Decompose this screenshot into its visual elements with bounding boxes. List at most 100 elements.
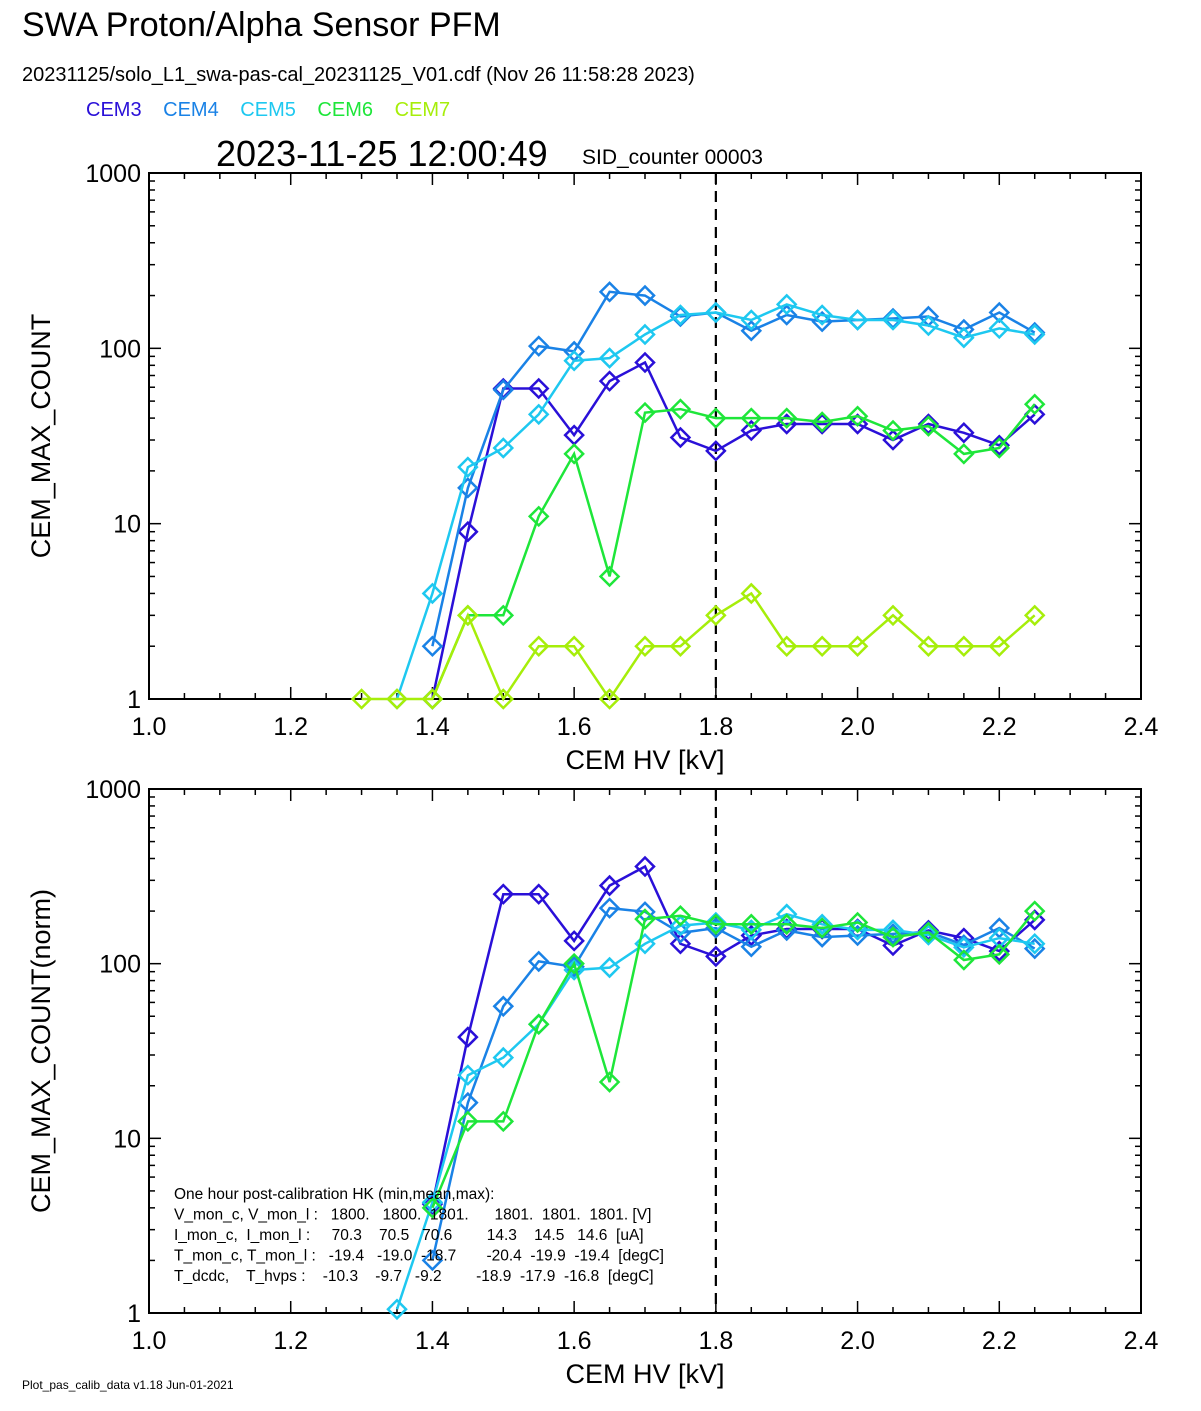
data-point-cem5: [1023, 323, 1046, 346]
data-point-cem3: [740, 419, 763, 442]
data-point-cem3: [492, 883, 515, 905]
data-point-cem6: [563, 952, 585, 975]
data-point-cem7: [882, 604, 904, 627]
sid-counter: SID_counter 00003: [582, 146, 763, 169]
data-point-cem5: [492, 437, 515, 459]
data-point-cem5: [421, 1191, 444, 1214]
legend-cem3: CEM3: [86, 99, 142, 121]
data-point-cem7: [1023, 604, 1046, 627]
data-point-cem6: [598, 1071, 621, 1093]
data-point-cem4: [563, 955, 585, 978]
data-point-cem5: [775, 293, 798, 316]
x-tick-label: 1.4: [415, 1327, 450, 1355]
data-point-cem7: [563, 635, 585, 657]
data-point-cem5: [598, 956, 621, 979]
data-point-cem3: [634, 855, 656, 878]
data-point-cem4: [953, 934, 975, 956]
data-point-cem5: [457, 456, 479, 478]
data-point-cem6: [705, 407, 727, 429]
data-point-cem6: [1023, 393, 1046, 415]
plot-frame: [148, 172, 1142, 700]
data-point-cem3: [457, 1026, 479, 1048]
data-point-cem3: [598, 874, 621, 897]
x-axis-label: CEM HV [kV]: [565, 1359, 724, 1389]
data-point-cem5: [953, 326, 975, 349]
data-point-cem5: [882, 919, 904, 941]
series-line-cem6: [431, 910, 1036, 1209]
data-point-cem4: [740, 319, 763, 342]
data-point-cem6: [988, 943, 1011, 966]
data-point-cem4: [492, 995, 515, 1018]
data-point-cem4: [527, 950, 550, 973]
series-line-cem3: [431, 360, 1036, 700]
data-point-cem6: [669, 905, 692, 927]
data-point-cem4: [1023, 321, 1046, 344]
y-tick-label: 1000: [85, 160, 141, 188]
data-point-cem5: [811, 304, 833, 326]
file-subtitle: 20231125/solo_L1_swa-pas-cal_20231125_V0…: [22, 64, 695, 86]
series-line-cem5: [395, 303, 1035, 700]
data-point-cem5: [386, 1298, 408, 1321]
hk-annotation-line: I_mon_c, I_mon_l : 70.3 70.5 70.6 14.3 1…: [174, 1227, 644, 1244]
x-tick-label: 2.0: [840, 1327, 875, 1355]
data-point-cem5: [421, 582, 444, 605]
data-point-cem5: [811, 913, 833, 936]
data-point-cem6: [457, 1110, 479, 1133]
x-tick-label: 2.4: [1124, 713, 1159, 741]
data-point-cem7: [669, 635, 692, 657]
data-point-cem5: [669, 304, 692, 326]
data-point-cem7: [386, 688, 408, 710]
data-point-cem6: [492, 1110, 515, 1133]
footer-version: Plot_pas_calib_data v1.18 Jun-01-2021: [22, 1378, 234, 1392]
y-axis-label: CEM_MAX_COUNT: [26, 314, 56, 559]
data-point-cem4: [527, 335, 550, 357]
data-point-cem5: [882, 309, 904, 331]
data-point-cem6: [882, 419, 904, 442]
x-tick-label: 2.2: [982, 713, 1017, 741]
data-point-cem7: [775, 635, 798, 657]
data-point-cem3: [705, 440, 727, 462]
data-point-cem3: [527, 883, 550, 905]
hk-annotation-line: T_dcdc, T_hvps : -10.3 -9.7 -9.2 -18.9 -…: [174, 1268, 654, 1285]
data-point-cem3: [705, 945, 727, 968]
y-axis-label: CEM_MAX_COUNT(norm): [26, 889, 56, 1213]
data-point-cem7: [988, 635, 1011, 657]
data-point-cem3: [598, 370, 621, 392]
y-tick-label: 100: [99, 335, 141, 363]
data-point-cem3: [634, 351, 656, 374]
x-tick-label: 1.2: [273, 1327, 308, 1355]
data-point-cem5: [634, 932, 656, 955]
series-line-cem3: [431, 864, 1036, 1205]
data-point-cem7: [811, 635, 833, 657]
data-point-cem5: [953, 936, 975, 959]
data-point-cem5: [1023, 932, 1046, 955]
data-point-cem6: [953, 443, 975, 465]
series-line-cem7: [361, 591, 1036, 702]
x-tick-label: 2.0: [840, 713, 875, 741]
series-group: [350, 281, 1046, 710]
data-point-cem6: [988, 437, 1011, 459]
x-tick-label: 1.0: [132, 1327, 167, 1355]
legend-cem6: CEM6: [317, 99, 373, 121]
series-group: [386, 855, 1046, 1321]
data-point-cem6: [917, 415, 940, 437]
timestamp: 2023-11-25 12:00:49: [216, 133, 548, 174]
data-point-cem3: [917, 413, 940, 435]
data-point-cem7: [917, 635, 940, 657]
data-point-cem7: [527, 635, 550, 657]
data-point-cem4: [492, 379, 515, 401]
legend: CEM3 CEM4 CEM5 CEM6 CEM7: [86, 99, 466, 122]
series-line-cem5: [395, 912, 1035, 1310]
data-point-cem7: [350, 688, 373, 710]
data-point-cem3: [882, 429, 904, 451]
data-point-cem5: [492, 1046, 515, 1069]
data-point-cem7: [457, 604, 479, 627]
data-point-cem5: [846, 309, 869, 331]
data-point-cem3: [457, 520, 479, 543]
data-point-cem3: [563, 930, 585, 952]
data-point-cem7: [598, 688, 621, 710]
data-point-cem6: [563, 443, 585, 465]
data-point-cem3: [669, 932, 692, 955]
data-point-cem6: [775, 913, 798, 936]
data-point-cem6: [492, 604, 515, 627]
